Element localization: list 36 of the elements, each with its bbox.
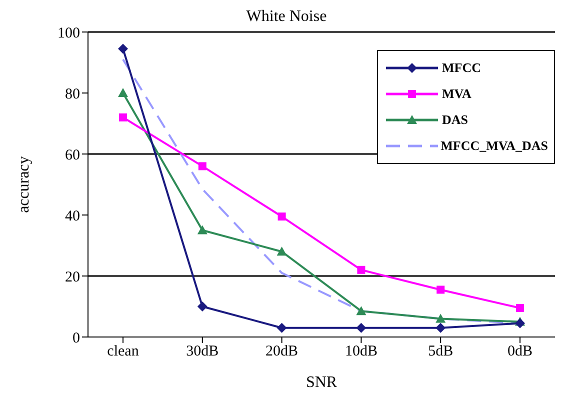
y-tick-label: 0 (72, 330, 80, 346)
x-tick-label: clean (107, 344, 140, 360)
point (118, 88, 128, 97)
chart-title: White Noise (245, 8, 328, 26)
y-tick-label: 40 (65, 208, 80, 224)
y-tick-label: 20 (65, 269, 80, 286)
point (436, 314, 446, 323)
point (357, 266, 366, 274)
legend-label: MVA (442, 86, 472, 102)
x-tick-label: 30dB (186, 344, 219, 360)
x-tick-label: 0dB (507, 344, 533, 360)
point (276, 246, 287, 256)
x-tick-label: 10dB (344, 344, 378, 360)
point (356, 322, 366, 333)
point (197, 302, 208, 312)
point (197, 225, 208, 234)
y-tick-label: 80 (65, 86, 80, 102)
point (516, 304, 524, 312)
point (436, 286, 445, 294)
point (356, 306, 366, 316)
point (118, 44, 128, 54)
point (276, 322, 287, 333)
legend-label: MFCC_MVA_DAS (440, 138, 548, 154)
y-axis-title: accuracy (16, 156, 33, 213)
legend-label: MFCC (442, 60, 481, 76)
legend-label: DAS (442, 112, 468, 128)
point (436, 322, 446, 333)
point (278, 212, 286, 221)
x-tick-label: 20dB (266, 344, 298, 360)
point (198, 162, 206, 170)
x-axis-title: SNR (306, 374, 338, 391)
point (119, 113, 127, 122)
y-tick-label: 60 (65, 147, 80, 164)
point (515, 318, 525, 328)
y-tick-label: 100 (58, 25, 80, 42)
x-tick-label: 5dB (428, 344, 454, 360)
